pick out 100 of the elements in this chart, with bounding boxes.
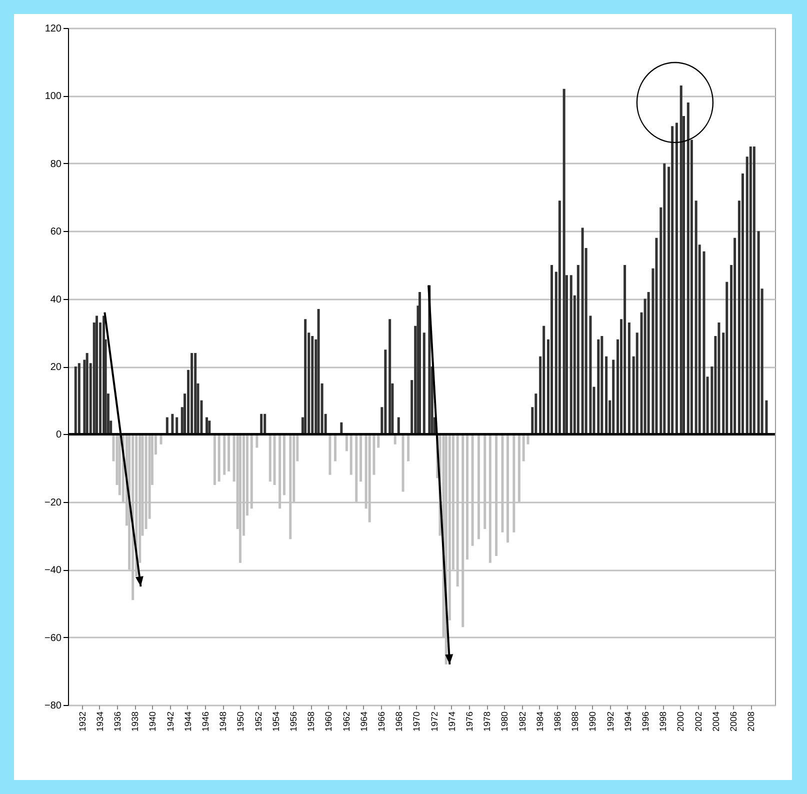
- bar: [624, 264, 626, 434]
- x-tick-label: 2000: [676, 712, 686, 732]
- bar: [194, 352, 197, 434]
- bar: [328, 434, 332, 475]
- bar: [74, 366, 77, 434]
- bar: [218, 434, 220, 482]
- bar: [570, 275, 572, 434]
- bar: [228, 434, 230, 472]
- bar: [600, 336, 604, 434]
- x-tick-label: 1968: [394, 712, 404, 732]
- x-tick-label: 1988: [570, 712, 580, 732]
- bar: [534, 394, 538, 434]
- x-tick-label: 1958: [306, 712, 316, 732]
- x-tick-label: 1960: [324, 712, 334, 732]
- x-tick-label: 1962: [341, 712, 352, 732]
- bar: [550, 264, 553, 434]
- bar: [268, 434, 272, 482]
- x-tick-label: 1952: [253, 712, 264, 732]
- bar: [190, 352, 194, 434]
- x-tick-label: 1994: [622, 712, 633, 732]
- bar: [663, 163, 666, 434]
- bar: [726, 282, 728, 434]
- x-tick-label: 1982: [517, 712, 528, 732]
- bar: [166, 417, 168, 434]
- bar: [558, 200, 561, 434]
- bar: [675, 122, 678, 434]
- bar: [671, 126, 674, 434]
- x-tick-label: 1990: [588, 712, 598, 732]
- bar: [718, 322, 720, 434]
- bar: [86, 352, 88, 434]
- bar: [542, 326, 546, 434]
- bar: [597, 339, 600, 434]
- x-tick-label: 1966: [376, 712, 387, 732]
- x-tick-label: 2008: [746, 712, 756, 732]
- bar: [418, 292, 421, 434]
- x-tick-label: 1986: [552, 712, 563, 732]
- bar: [96, 316, 98, 434]
- x-tick-label: 2002: [693, 712, 704, 732]
- y-tick-label: 100: [44, 91, 62, 102]
- bar: [78, 363, 80, 434]
- x-tick-label: 1932: [77, 712, 88, 732]
- x-tick-label: 1950: [236, 712, 246, 732]
- bar: [605, 356, 608, 434]
- y-tick-label: 20: [50, 362, 62, 373]
- bar: [562, 88, 566, 434]
- x-tick-label: 1984: [534, 712, 545, 732]
- y-tick-label: −20: [44, 497, 62, 508]
- bar: [176, 417, 178, 434]
- x-tick-label: 1940: [148, 712, 158, 732]
- bar: [264, 414, 266, 434]
- bar: [171, 414, 174, 434]
- bar: [752, 146, 756, 434]
- x-tick-label: 1938: [130, 712, 140, 732]
- bar: [317, 308, 320, 434]
- bar: [360, 434, 362, 482]
- x-tick-label: 1964: [358, 712, 369, 732]
- bar: [397, 417, 400, 434]
- x-tick-label: 1970: [412, 712, 422, 732]
- x-tick-label: 1942: [165, 712, 176, 732]
- x-tick-label: 2006: [728, 712, 739, 732]
- x-tick-label: 1998: [658, 712, 668, 732]
- y-tick-label: −40: [44, 565, 62, 576]
- bar: [260, 414, 263, 434]
- y-tick-label: 80: [50, 158, 62, 170]
- x-tick-label: 1978: [482, 712, 492, 732]
- bar: [749, 146, 752, 434]
- bar: [734, 238, 736, 434]
- x-tick-label: 1980: [500, 712, 510, 732]
- x-tick-label: 1992: [605, 712, 616, 732]
- y-tick-label: 120: [44, 24, 62, 34]
- bar: [741, 174, 744, 434]
- bar: [422, 332, 426, 434]
- bar: [628, 322, 630, 434]
- bar: [407, 434, 410, 462]
- bar: [273, 434, 276, 485]
- bar: [522, 434, 525, 462]
- x-tick-label: 1946: [200, 712, 211, 732]
- bar: [304, 319, 307, 434]
- y-tick-label: 0: [56, 430, 62, 441]
- x-tick-label: 1948: [218, 712, 228, 732]
- bar: [384, 350, 387, 434]
- bar: [655, 238, 658, 434]
- bar: [686, 102, 690, 434]
- bar: [581, 228, 584, 434]
- bar: [345, 434, 348, 452]
- bar: [576, 264, 580, 434]
- x-tick-label: 1976: [464, 712, 475, 732]
- y-tick-label: −60: [44, 632, 62, 644]
- x-tick-label: 1956: [288, 712, 299, 732]
- bar: [757, 231, 760, 434]
- bar: [213, 434, 216, 485]
- y-tick-label: 60: [50, 226, 62, 238]
- x-tick-label: 1954: [270, 712, 281, 732]
- bar: [282, 434, 286, 496]
- bar: [334, 434, 337, 462]
- x-tick-label: 1972: [429, 712, 440, 732]
- bar: [223, 434, 226, 475]
- y-tick-label: −80: [44, 700, 62, 712]
- y-tick-label: 40: [50, 294, 62, 306]
- bar: [206, 417, 208, 434]
